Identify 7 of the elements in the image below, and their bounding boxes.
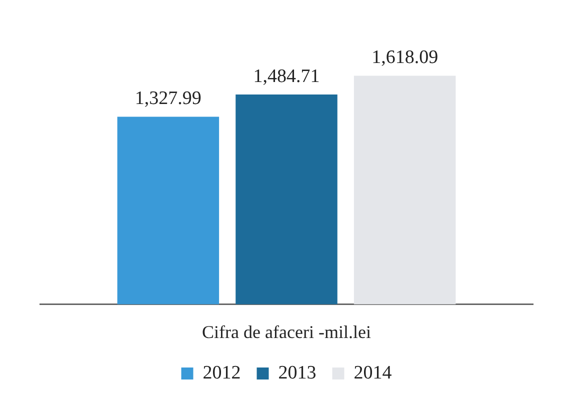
- legend-label: 2013: [278, 362, 316, 384]
- data-label: 1,484.71: [253, 66, 320, 88]
- x-axis-title: Cifra de afaceri -mil.lei: [202, 322, 371, 342]
- legend-label: 2014: [354, 362, 392, 384]
- data-label: 1,618.09: [372, 47, 438, 68]
- legend-label: 2012: [202, 362, 241, 384]
- data-label: 1,327.99: [134, 88, 202, 110]
